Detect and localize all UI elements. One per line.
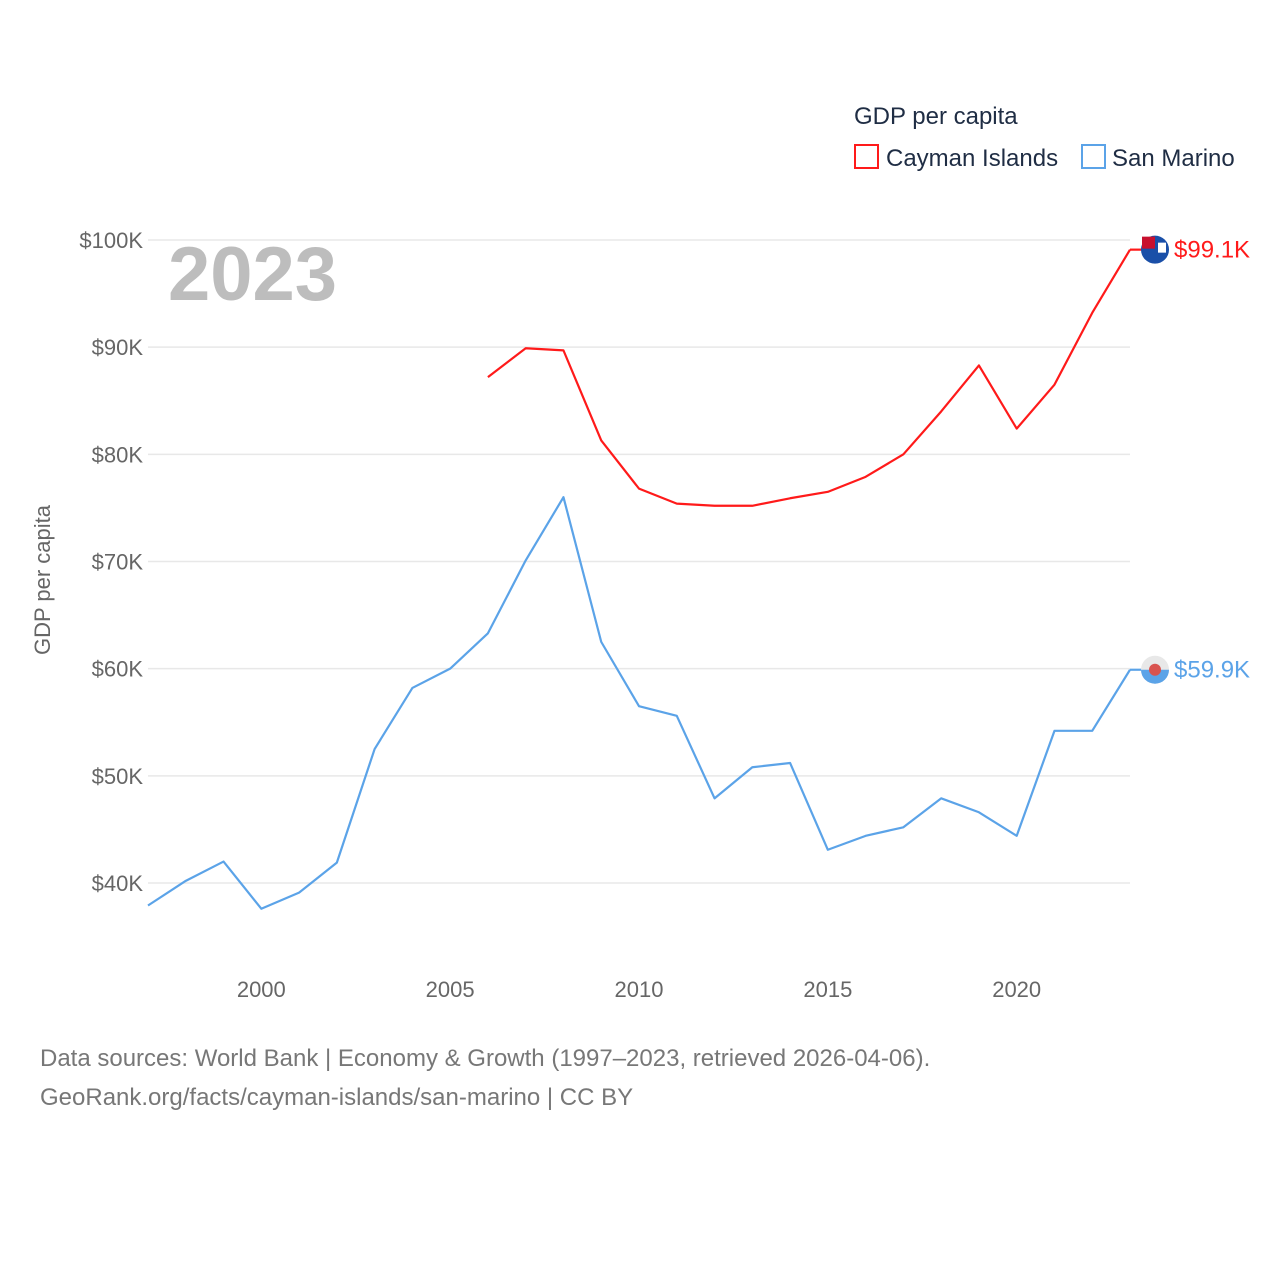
current-year-label: 2023: [168, 232, 337, 317]
footer-sources: Data sources: World Bank | Economy & Gro…: [40, 1045, 931, 1072]
y-tick-label: $50K: [92, 764, 144, 789]
y-tick-label: $60K: [92, 657, 144, 682]
series-line-cayman-islands: [487, 249, 1131, 507]
y-tick-label: $80K: [92, 442, 144, 467]
legend: GDP per capita Cayman Islands San Marino: [854, 103, 1235, 172]
y-axis-label: GDP per capita: [30, 504, 55, 655]
legend-label-cayman-islands[interactable]: Cayman Islands: [886, 145, 1058, 172]
footer-attribution[interactable]: GeoRank.org/facts/cayman-islands/san-mar…: [40, 1084, 634, 1111]
legend-label-san-marino[interactable]: San Marino: [1112, 145, 1235, 172]
y-tick-label: $40K: [92, 871, 144, 896]
cayman-islands-flag-icon: [1141, 235, 1169, 264]
x-tick-label: 2000: [237, 977, 286, 1002]
legend-title: GDP per capita: [854, 103, 1018, 130]
x-tick-label: 2020: [992, 977, 1041, 1002]
x-tick-label: 2005: [426, 977, 475, 1002]
end-value-label: $59.9K: [1174, 657, 1250, 684]
series-line-san-marino: [147, 496, 1131, 910]
legend-swatch-cayman-islands: [854, 144, 879, 169]
x-tick-label: 2015: [803, 977, 852, 1002]
legend-swatch-san-marino: [1081, 144, 1106, 169]
y-tick-label: $90K: [92, 335, 144, 360]
x-tick-label: 2010: [615, 977, 664, 1002]
end-value-label: $99.1K: [1174, 237, 1250, 264]
y-tick-label: $70K: [92, 550, 144, 575]
y-tick-label: $100K: [79, 228, 143, 253]
san-marino-flag-icon: [1141, 655, 1169, 684]
